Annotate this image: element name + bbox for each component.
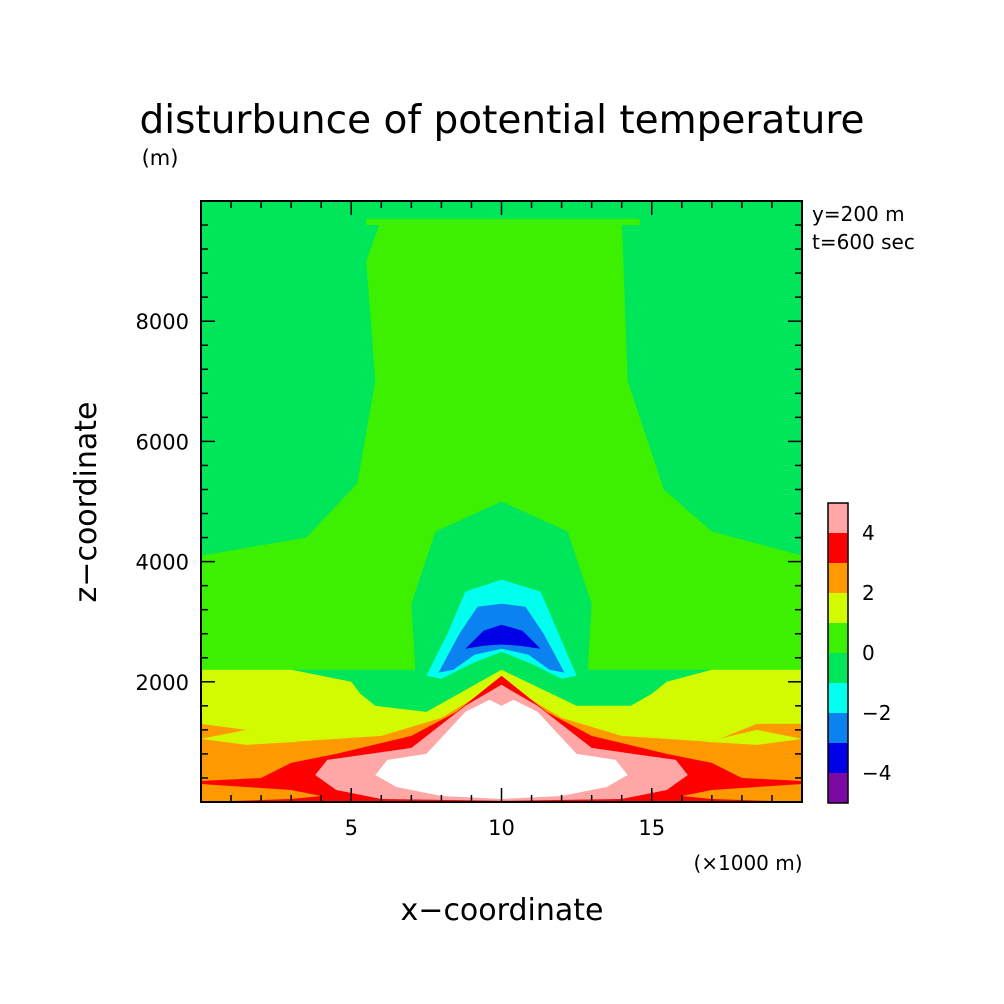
colorbar-swatch: [828, 533, 848, 563]
colorbar-frame: [827, 502, 849, 804]
contour-region-6: [705, 729, 802, 745]
contour-region-14: [465, 624, 541, 649]
x-tick-label: 10: [488, 816, 515, 840]
y-tick-label: 6000: [136, 430, 189, 454]
y-axis-label: z−coordinate: [69, 402, 104, 603]
colorbar-swatch: [828, 743, 848, 773]
chart-title: disturbunce of potential temperature: [140, 98, 865, 143]
x-tick-label: 15: [638, 816, 665, 840]
colorbar: −4 −2 0 2 4: [827, 502, 891, 804]
colorbar-tick-label: −2: [862, 701, 891, 725]
x-axis-label: x−coordinate: [401, 893, 604, 928]
axis-tick-labels: 5 10 15 2000 4000 6000 8000: [136, 310, 666, 840]
x-unit-label: (×1000 m): [693, 851, 802, 875]
contour-region-11: [375, 699, 628, 799]
annotation-t: t=600 sec: [812, 230, 915, 254]
colorbar-tick-label: −4: [862, 761, 891, 785]
colorbar-tick-label: 4: [862, 521, 875, 545]
annotation-y: y=200 m: [812, 202, 905, 226]
colorbar-swatch: [828, 653, 848, 683]
colorbar-swatch: [828, 563, 848, 593]
contour-region-5: [201, 729, 298, 745]
colorbar-swatch: [828, 683, 848, 713]
colorbar-swatch: [828, 773, 848, 803]
x-tick-label: 5: [345, 816, 358, 840]
y-tick-label: 2000: [136, 671, 189, 695]
axis-ticks: [201, 201, 802, 802]
colorbar-swatch: [828, 503, 848, 533]
contour-region-0: [201, 219, 802, 670]
y-tick-label: 8000: [136, 310, 189, 334]
contour-region-1: [366, 219, 640, 225]
colorbar-swatch: [828, 623, 848, 653]
y-tick-label: 4000: [136, 551, 189, 575]
plot-area: [201, 201, 802, 802]
colorbar-tick-label: 0: [862, 641, 875, 665]
colorbar-tick-label: 2: [862, 581, 875, 605]
colorbar-swatch: [828, 593, 848, 623]
unit-label: (m): [142, 146, 179, 170]
colorbar-swatch: [828, 713, 848, 743]
